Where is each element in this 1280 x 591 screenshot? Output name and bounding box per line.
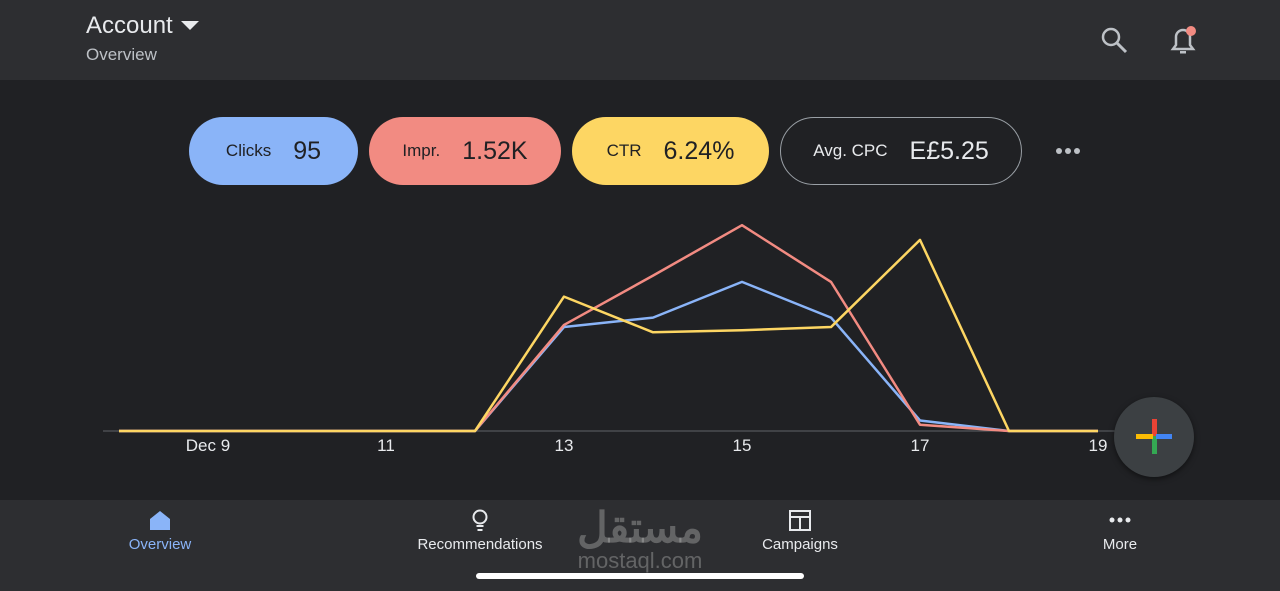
dropdown-icon — [180, 21, 199, 30]
more-icon — [1109, 517, 1131, 523]
metric-value: 6.24% — [663, 136, 735, 165]
home-indicator — [476, 573, 804, 579]
series-line — [119, 223, 1098, 433]
fab-add[interactable] — [1114, 397, 1194, 477]
metric-chip[interactable]: CTR 6.24% — [572, 117, 769, 185]
notifications-icon[interactable] — [1168, 24, 1200, 56]
metric-label: CTR — [606, 141, 642, 160]
table-icon — [789, 510, 811, 531]
nav-item[interactable]: More — [1020, 508, 1220, 553]
metric-chip[interactable]: Clicks 95 — [189, 117, 358, 185]
top-bar: Account Overview — [0, 0, 1280, 80]
subtitle: Overview — [86, 45, 157, 64]
metric-value: 95 — [293, 136, 322, 165]
home-icon — [150, 511, 170, 530]
title: Account — [86, 12, 173, 39]
chart: Dec 9 11 13 15 17 19 — [103, 223, 1115, 455]
x-tick-label: 19 — [1089, 436, 1108, 455]
x-tick-label: Dec 9 — [186, 436, 230, 455]
series-line — [119, 238, 1098, 433]
x-tick-label: 17 — [911, 436, 930, 455]
nav-label: More — [1102, 536, 1138, 553]
nav-item[interactable]: Campaigns — [700, 508, 900, 553]
metric-label: Impr. — [402, 141, 441, 160]
bulb-icon — [472, 509, 488, 531]
x-tick-label: 15 — [733, 436, 752, 455]
metric-value: 1.52K — [462, 136, 528, 165]
metric-chip[interactable]: Impr. 1.52K — [369, 117, 561, 185]
nav-item[interactable]: Overview — [60, 508, 260, 553]
search-icon[interactable] — [1100, 26, 1128, 54]
more-metrics[interactable] — [1055, 146, 1083, 156]
nav-label: Overview — [128, 536, 192, 553]
nav-label: Campaigns — [762, 536, 838, 553]
nav-label: Recommendations — [417, 536, 543, 553]
plus-icon — [1136, 419, 1172, 454]
metric-label: Clicks — [225, 141, 272, 160]
x-tick-label: 11 — [377, 436, 395, 455]
metric-label: Avg. CPC — [813, 141, 888, 160]
x-tick-label: 13 — [555, 436, 574, 455]
account-selector[interactable]: Account — [86, 12, 199, 40]
nav-item[interactable]: Recommendations — [380, 508, 580, 553]
metric-chip[interactable]: Avg. CPC E£5.25 — [780, 117, 1022, 185]
metric-value: E£5.25 — [909, 136, 989, 165]
